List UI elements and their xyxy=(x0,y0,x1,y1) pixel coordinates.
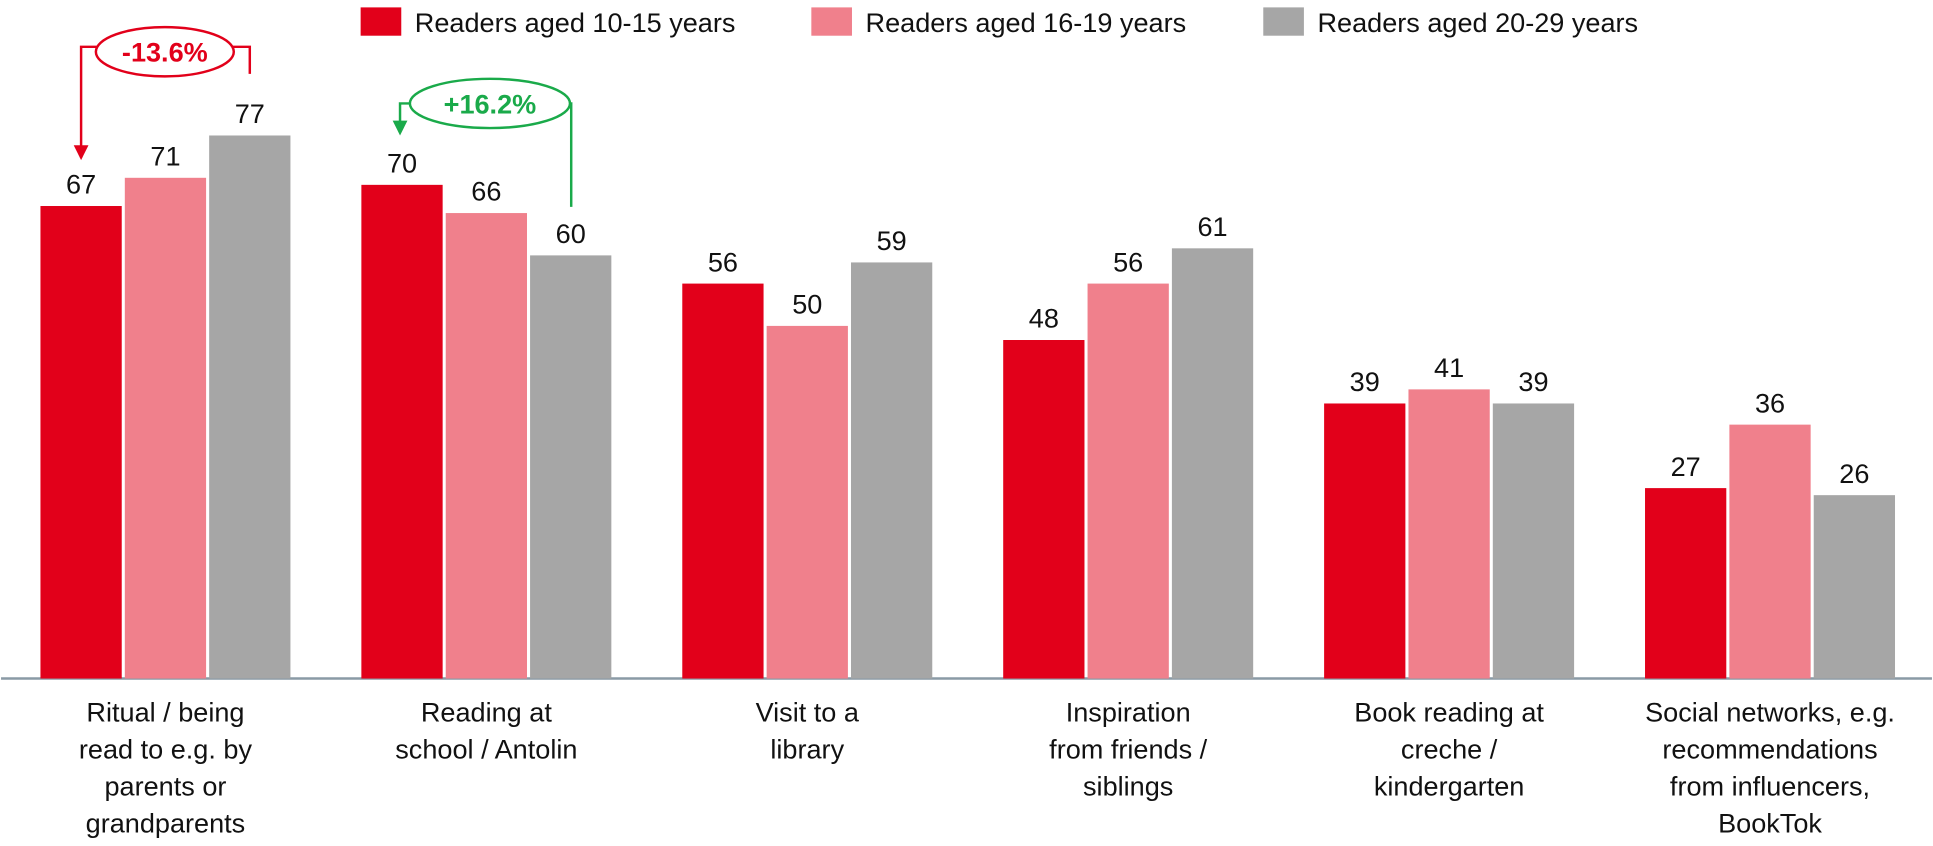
x-tick-label: from friends / xyxy=(1049,734,1207,765)
data-label: 48 xyxy=(1029,303,1059,334)
data-label: 60 xyxy=(556,218,586,249)
x-tick-label: school / Antolin xyxy=(395,734,577,765)
x-tick-label: library xyxy=(770,734,844,765)
x-tick-label: Reading at xyxy=(421,697,552,728)
annotation-text: -13.6% xyxy=(122,37,208,68)
x-tick-label: Ritual / being xyxy=(86,697,244,728)
legend-swatch xyxy=(811,7,852,36)
x-tick-label: Inspiration xyxy=(1066,697,1191,728)
x-tick-label: Book reading at xyxy=(1354,697,1544,728)
data-label: 56 xyxy=(708,246,738,277)
data-label: 26 xyxy=(1839,458,1869,489)
bar xyxy=(1324,403,1406,679)
annotation-2 xyxy=(392,77,573,207)
arrow xyxy=(392,120,408,136)
bar xyxy=(361,184,443,679)
bar xyxy=(1813,495,1896,679)
bar xyxy=(124,177,207,679)
bar xyxy=(445,213,527,679)
bar xyxy=(766,325,848,679)
data-label: 41 xyxy=(1434,352,1464,383)
x-tick-label: kindergarten xyxy=(1374,771,1525,802)
legend-swatch xyxy=(360,7,402,36)
data-label: 56 xyxy=(1113,246,1143,277)
x-tick-label: Visit to a xyxy=(756,697,860,728)
bar xyxy=(1492,403,1575,679)
bar xyxy=(530,255,612,679)
x-tick-label: BookTok xyxy=(1718,807,1822,838)
data-label: 27 xyxy=(1671,451,1701,482)
data-label: 36 xyxy=(1755,387,1785,418)
annotation-text: +16.2% xyxy=(444,88,537,119)
data-label: 61 xyxy=(1197,211,1227,242)
bracket xyxy=(79,45,252,158)
bar xyxy=(850,262,933,679)
legend-label: Readers aged 10-15 years xyxy=(415,7,736,38)
bar xyxy=(1408,389,1490,679)
x-tick-label: parents or xyxy=(104,771,226,802)
x-tick-label: from influencers, xyxy=(1670,771,1870,802)
x-tick-label: recommendations xyxy=(1662,734,1877,765)
x-tick-label: Social networks, e.g. xyxy=(1645,697,1895,728)
bar xyxy=(682,283,764,679)
x-tick-label: read to e.g. by xyxy=(79,734,253,765)
bar xyxy=(1003,340,1085,679)
data-label: 67 xyxy=(66,169,96,200)
x-tick-label: creche / xyxy=(1401,734,1498,765)
data-label: 70 xyxy=(387,148,417,179)
bar xyxy=(1087,283,1169,679)
bar xyxy=(1171,248,1254,679)
bar xyxy=(1729,424,1811,679)
ellipse xyxy=(94,25,236,78)
data-label: 39 xyxy=(1518,366,1548,397)
data-label: 50 xyxy=(792,289,822,320)
data-label: 77 xyxy=(235,98,265,129)
data-label: 71 xyxy=(150,140,180,171)
legend-label: Readers aged 20-29 years xyxy=(1317,7,1638,38)
bar xyxy=(1645,488,1727,679)
legend-swatch xyxy=(1263,7,1304,36)
bar xyxy=(40,206,122,679)
x-tick-label: siblings xyxy=(1083,771,1173,802)
data-label: 66 xyxy=(471,176,501,207)
x-tick-label: grandparents xyxy=(86,807,246,838)
annotation-1 xyxy=(73,25,252,161)
data-label: 39 xyxy=(1350,366,1380,397)
data-label: 59 xyxy=(877,225,907,256)
bar xyxy=(209,135,291,679)
ellipse xyxy=(408,77,572,130)
legend-label: Readers aged 16-19 years xyxy=(866,7,1187,38)
arrow xyxy=(73,145,89,161)
